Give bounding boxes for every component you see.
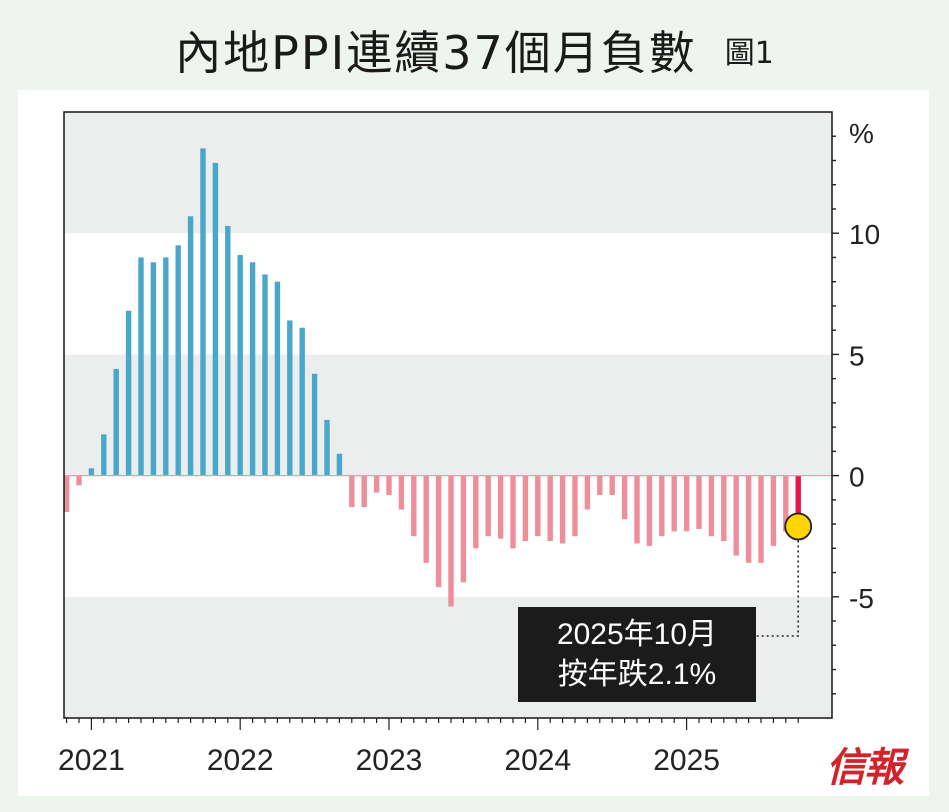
bar-2023-02 <box>398 475 405 510</box>
x-tick-label: 2023 <box>356 744 423 777</box>
highlight-circle <box>784 512 813 541</box>
bar-2024-02 <box>547 475 553 542</box>
latest-value-callout: 2025年10月 按年跌2.1% <box>518 607 756 702</box>
y-tick-label: 0 <box>849 462 865 493</box>
callout-value: 按年跌2.1% <box>557 657 717 691</box>
bar-2021-03 <box>113 368 119 476</box>
bar-2021-10 <box>200 148 206 476</box>
bar-2021-04 <box>125 310 132 476</box>
bar-2023-03 <box>411 475 417 537</box>
bar-2025-03 <box>708 475 715 537</box>
bar-2024-10 <box>646 475 653 546</box>
bar-2025-05 <box>733 475 739 556</box>
bar-2023-06 <box>448 475 454 607</box>
plot-border <box>63 111 833 719</box>
x-tick-label: 2021 <box>58 744 125 777</box>
bar-2022-03 <box>262 274 268 476</box>
bar-2022-01 <box>237 255 243 476</box>
bar-2021-11 <box>212 162 219 476</box>
bar-2025-08 <box>770 475 777 546</box>
bar-2025-07 <box>758 475 764 563</box>
bar-2022-05 <box>287 320 293 476</box>
bar-2022-04 <box>274 281 281 476</box>
y-tick-label: 5 <box>849 340 865 371</box>
figure-label: 圖1 <box>724 36 774 71</box>
bar-2021-05 <box>138 257 144 476</box>
bar-2021-09 <box>187 216 194 476</box>
bar-2023-08 <box>473 475 479 549</box>
bar-2025-02 <box>696 475 702 529</box>
bar-2023-01 <box>386 475 392 495</box>
bar-2024-05 <box>584 475 591 510</box>
bar-2023-11 <box>510 475 516 549</box>
bar-2020-12 <box>76 475 82 486</box>
bar-2023-05 <box>435 475 442 588</box>
callout-date: 2025年10月 <box>556 617 718 651</box>
grid-band <box>64 112 832 234</box>
bar-2022-10 <box>349 475 355 508</box>
bar-2022-02 <box>249 262 256 476</box>
y-tick-label: -5 <box>849 583 874 614</box>
title-text: 內地PPI連續37個月負數 <box>175 26 697 80</box>
highlight-marker <box>756 512 813 637</box>
x-tick-label: 2024 <box>504 744 571 777</box>
callout-leader <box>756 540 800 637</box>
bar-2022-09 <box>336 453 343 476</box>
bar-2025-01 <box>683 475 690 532</box>
bar-2023-09 <box>485 475 491 537</box>
bar-2024-03 <box>559 475 566 544</box>
bar-2021-01 <box>88 468 95 476</box>
bar-2023-04 <box>423 475 429 563</box>
bar-2025-09 <box>783 475 789 532</box>
bar-2021-06 <box>150 262 157 476</box>
hkej-logo: 信報 <box>826 744 904 791</box>
bar-2022-08 <box>324 419 330 476</box>
bar-2024-01 <box>535 475 541 537</box>
bar-2021-02 <box>101 434 107 476</box>
y-axis-unit: % <box>849 118 874 149</box>
bar-2023-12 <box>522 475 529 542</box>
bar-2023-10 <box>497 475 504 539</box>
bar-2022-12 <box>373 475 380 493</box>
bar-2025-10 <box>795 475 801 527</box>
bar-2021-08 <box>175 245 181 476</box>
y-tick-label: 10 <box>849 219 880 250</box>
bar-2022-07 <box>311 373 318 476</box>
axes: 10 5 0 -5% 2021 2022 2023 2024 2025 <box>58 111 880 777</box>
bar-2022-11 <box>361 475 367 508</box>
bar-2024-09 <box>634 475 640 544</box>
bar-2024-11 <box>659 475 665 537</box>
bar-2024-07 <box>609 475 615 495</box>
bar-2024-04 <box>572 475 578 537</box>
bar-2025-06 <box>745 475 752 563</box>
x-tick-label: 2022 <box>207 744 274 777</box>
bar-2020-11 <box>63 475 70 512</box>
x-tick-label: 2025 <box>653 744 720 777</box>
bar-2024-08 <box>621 475 628 520</box>
bar-2024-06 <box>597 475 603 495</box>
bar-2021-07 <box>163 257 169 476</box>
bar-2022-06 <box>299 327 305 476</box>
bar-2024-12 <box>671 475 677 532</box>
bar-2021-12 <box>225 225 231 476</box>
bar-2025-04 <box>721 475 727 542</box>
bar-series <box>63 148 801 607</box>
chart-title: 內地PPI連續37個月負數 圖1 <box>20 14 929 86</box>
bar-2023-07 <box>460 475 467 583</box>
